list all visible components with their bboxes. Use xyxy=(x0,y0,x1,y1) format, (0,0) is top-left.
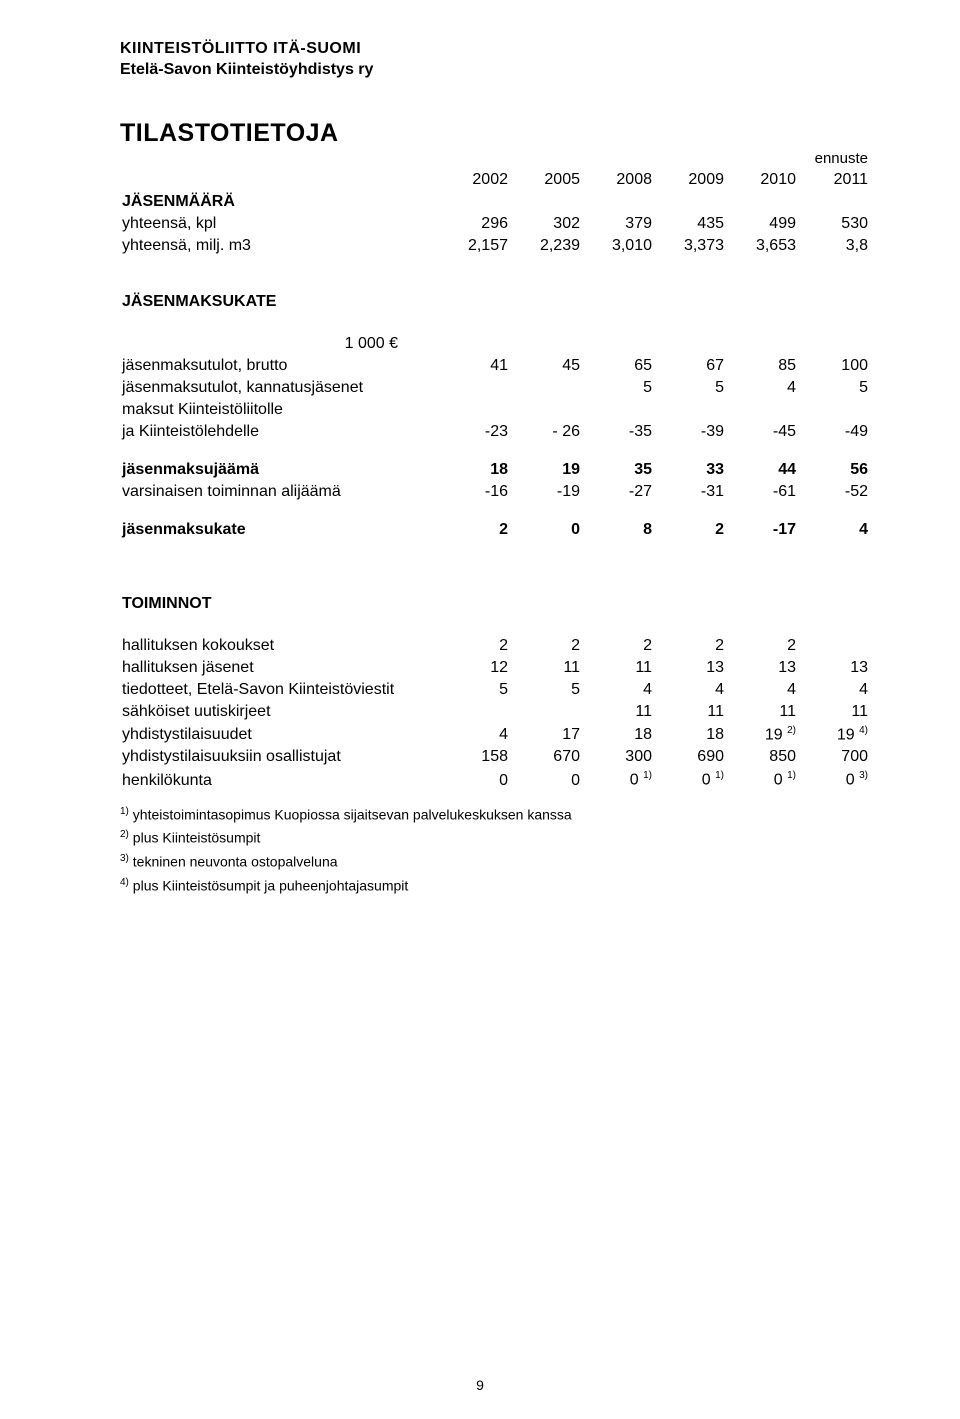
table-row: jäsenmaksukate 2 0 8 2 -17 4 xyxy=(120,519,870,541)
stats-table: ennuste 2002 2005 2008 2009 2010 2011 JÄ… xyxy=(120,148,870,792)
year-col: 2008 xyxy=(582,169,654,191)
table-row: varsinaisen toiminnan alijäämä -16 -19 -… xyxy=(120,481,870,503)
table-row: hallituksen jäsenet 12 11 11 13 13 13 xyxy=(120,657,870,679)
table-row: jäsenmaksutulot, brutto 41 45 65 67 85 1… xyxy=(120,355,870,377)
footnotes: 1) yhteistoimintasopimus Kuopiossa sijai… xyxy=(120,804,870,897)
table-row: yhteensä, kpl 296 302 379 435 499 530 xyxy=(120,213,870,235)
org-name-line2: Etelä-Savon Kiinteistöyhdistys ry xyxy=(120,61,870,79)
table-row: maksut Kiinteistöliitolle xyxy=(120,399,870,421)
year-col: 2010 xyxy=(726,169,798,191)
table-row: jäsenmaksutulot, kannatusjäsenet 5 5 4 5 xyxy=(120,377,870,399)
page-number: 9 xyxy=(0,1377,960,1393)
year-col: 2002 xyxy=(438,169,510,191)
year-col: 2009 xyxy=(654,169,726,191)
table-row: sähköiset uutiskirjeet 11 11 11 11 xyxy=(120,701,870,723)
table-row: yhdistystilaisuuksiin osallistujat 158 6… xyxy=(120,746,870,768)
section-heading: JÄSENMAKSUKATE xyxy=(120,257,870,317)
year-col: 2005 xyxy=(510,169,582,191)
page-title: TILASTOTIETOJA xyxy=(120,119,870,148)
unit-label: 1 000 € xyxy=(120,333,438,355)
table-row: henkilökunta 0 0 0 1) 0 1) 0 1) 0 3) xyxy=(120,768,870,791)
section-heading: TOIMINNOT xyxy=(120,585,870,619)
org-name-line1: KIINTEISTÖLIITTO ITÄ-SUOMI xyxy=(120,40,870,58)
table-row: hallituksen kokoukset 2 2 2 2 2 xyxy=(120,635,870,657)
table-row: yhdistystilaisuudet 4 17 18 18 19 2) 19 … xyxy=(120,723,870,746)
table-row: tiedotteet, Etelä-Savon Kiinteistöviesti… xyxy=(120,679,870,701)
table-row: jäsenmaksujäämä 18 19 35 33 44 56 xyxy=(120,459,870,481)
table-row: ja Kiinteistölehdelle -23 - 26 -35 -39 -… xyxy=(120,421,870,443)
section-heading: JÄSENMÄÄRÄ xyxy=(120,191,438,213)
year-col: 2011 xyxy=(798,169,870,191)
table-row: yhteensä, milj. m3 2,157 2,239 3,010 3,3… xyxy=(120,235,870,257)
forecast-label: ennuste xyxy=(798,148,870,169)
